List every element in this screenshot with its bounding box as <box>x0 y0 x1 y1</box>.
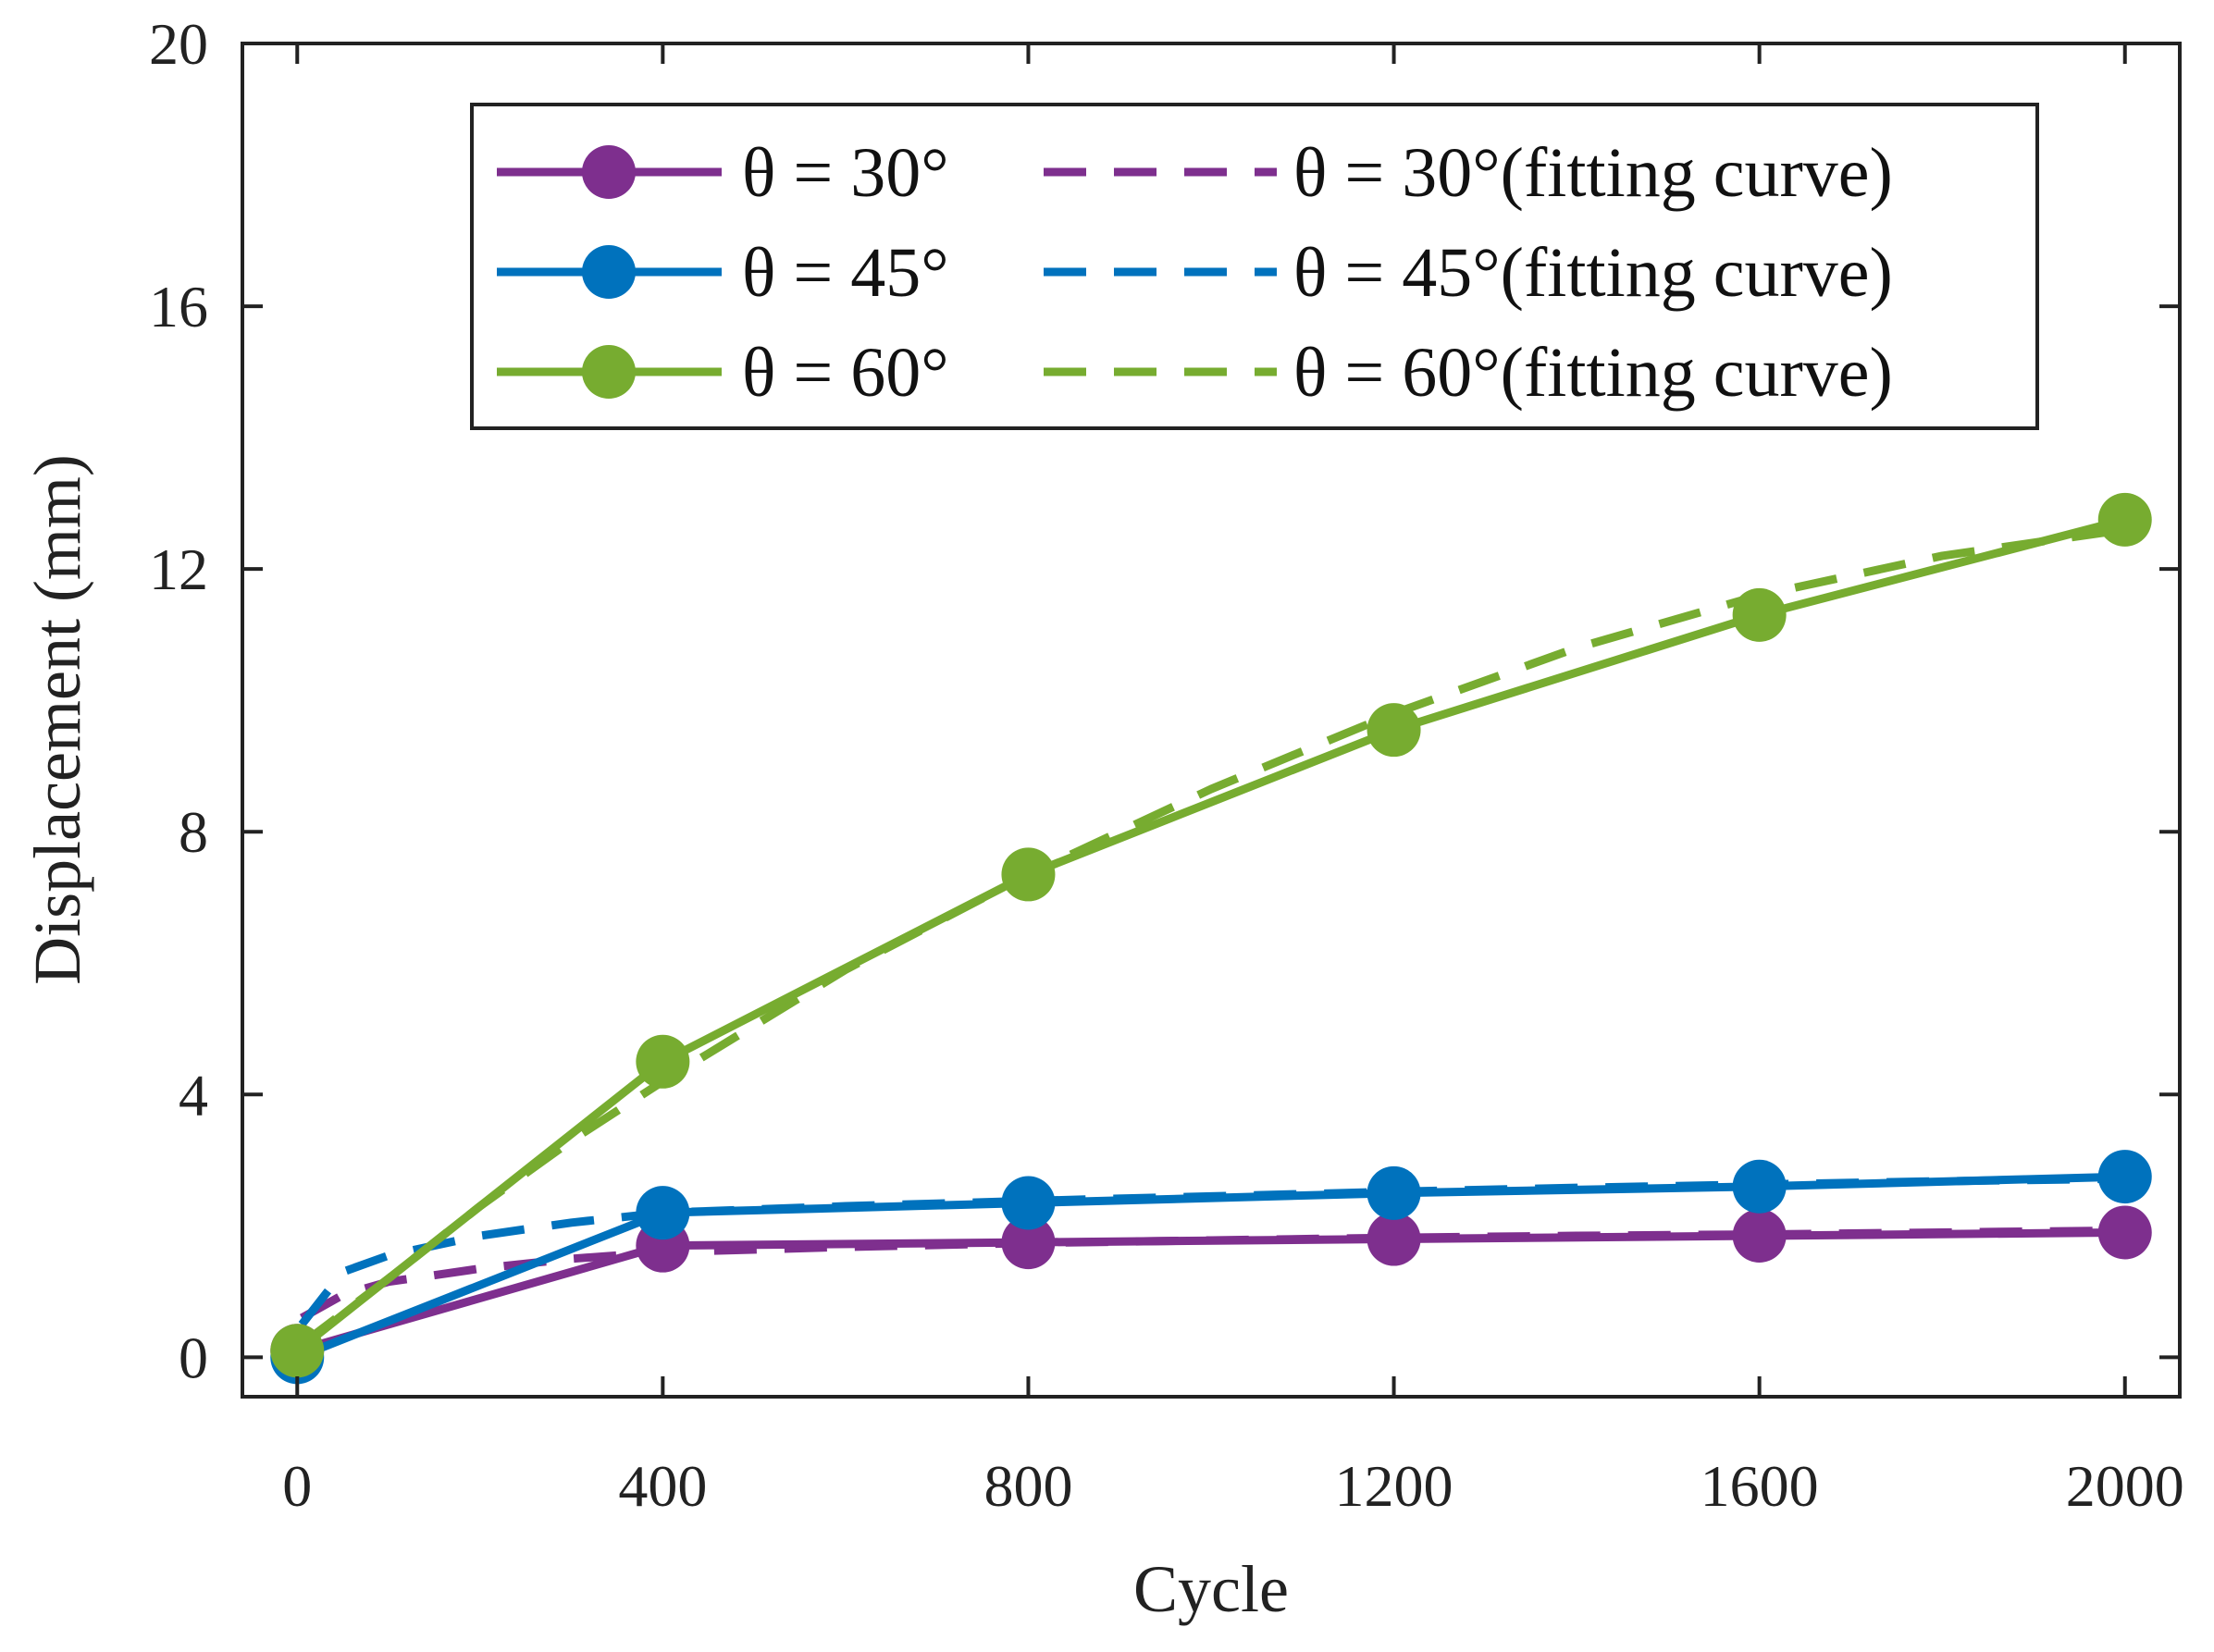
x-tick-label: 0 <box>282 1453 312 1519</box>
data-point-theta-60 <box>636 1034 690 1089</box>
x-tick-label: 1200 <box>1335 1453 1453 1519</box>
legend-label: θ = 45° <box>742 234 949 312</box>
legend-marker <box>582 345 636 399</box>
legend: θ = 30° θ = 45° θ = 60° θ = 30°(fitting cur… <box>470 103 2039 430</box>
data-point-theta-30 <box>2097 1205 2152 1260</box>
data-point-theta-45 <box>1367 1165 1421 1220</box>
data-point-theta-30 <box>1001 1215 1056 1270</box>
data-point-theta-60 <box>2097 492 2152 547</box>
data-point-theta-45 <box>636 1186 690 1240</box>
series-line-theta-45 <box>295 1172 2125 1362</box>
x-tick-label: 2000 <box>2066 1453 2184 1519</box>
x-tick-label: 800 <box>983 1453 1072 1519</box>
y-tick-label: 20 <box>149 11 208 77</box>
data-point-theta-60 <box>1732 587 1787 642</box>
legend-marker <box>582 145 636 199</box>
data-point-theta-60 <box>270 1324 325 1378</box>
y-tick-label: 12 <box>149 536 208 602</box>
y-tick-label: 8 <box>179 799 208 865</box>
plot-frame <box>241 42 2182 1399</box>
x-tick-label: 1600 <box>1701 1453 1819 1519</box>
data-point-theta-60 <box>1001 847 1056 902</box>
data-point-theta-45 <box>1732 1159 1787 1214</box>
y-tick-label: 0 <box>179 1325 208 1390</box>
y-tick-label: 4 <box>179 1062 208 1128</box>
legend-label: θ = 30°(fitting curve) <box>1293 134 1893 212</box>
legend-label: θ = 60°(fitting curve) <box>1293 334 1893 412</box>
series-line-theta-30 <box>296 1227 2125 1355</box>
y-tick-label: 16 <box>149 274 208 339</box>
series-line-theta-60 <box>294 515 2126 1354</box>
data-point-theta-60 <box>1367 703 1421 758</box>
legend-label: θ = 30° <box>742 134 949 212</box>
data-point-theta-45 <box>2097 1150 2152 1204</box>
data-point-theta-30 <box>1367 1212 1421 1266</box>
legend-marker <box>582 245 636 299</box>
y-axis-title: Displacement (mm) <box>20 454 94 985</box>
x-axis-title: Cycle <box>1133 1552 1289 1626</box>
legend-label: θ = 45°(fitting curve) <box>1293 234 1893 312</box>
data-point-theta-45 <box>1001 1176 1056 1230</box>
legend-label: θ = 60° <box>742 334 949 412</box>
data-point-theta-30 <box>1732 1209 1787 1264</box>
x-tick-label: 400 <box>618 1453 707 1519</box>
